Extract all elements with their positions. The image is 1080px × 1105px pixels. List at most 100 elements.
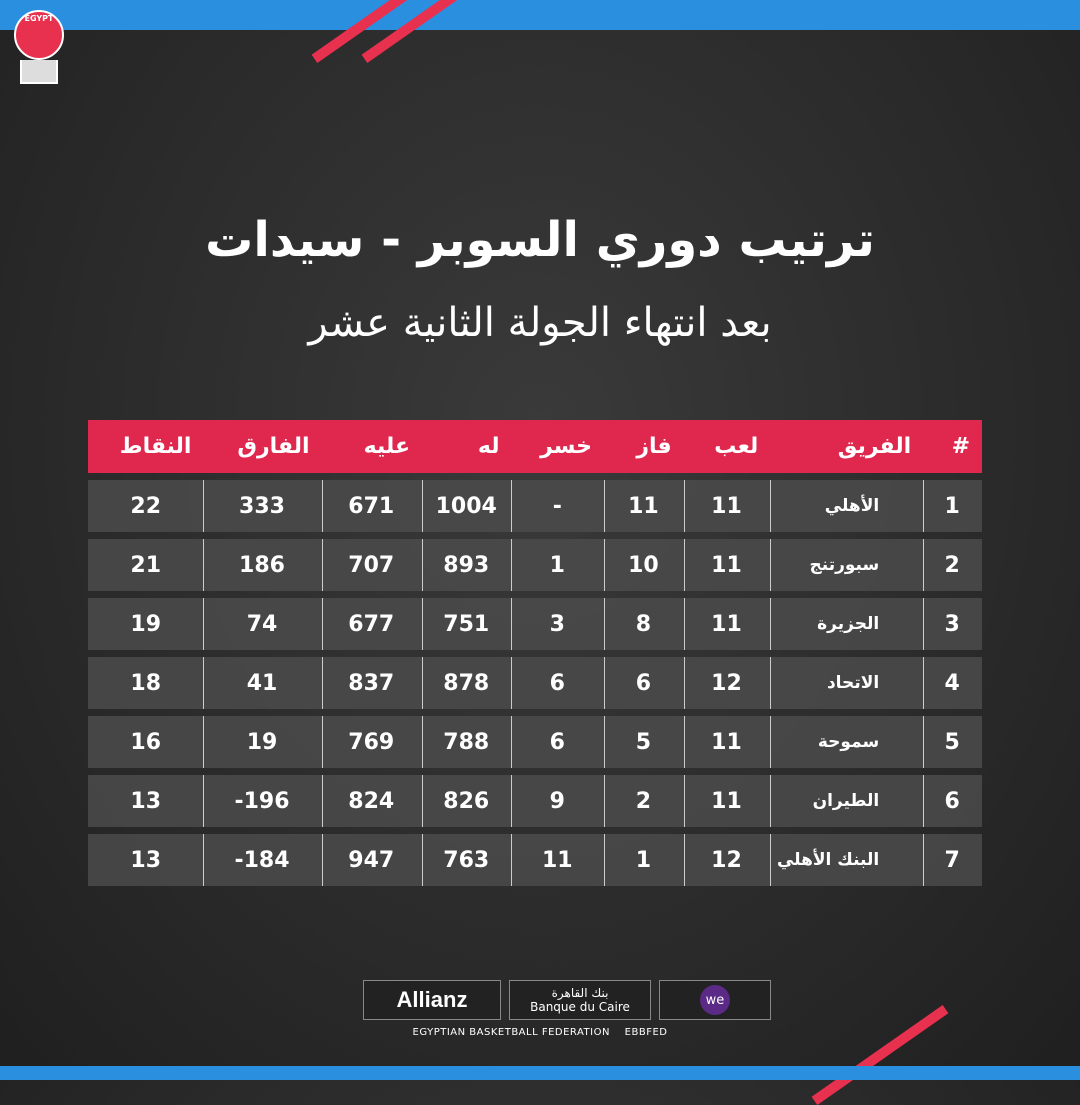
team-cell: سموحة bbox=[770, 716, 924, 768]
number-cell: 11 bbox=[683, 775, 771, 827]
column-header: خسر bbox=[511, 420, 605, 473]
number-cell: 11 bbox=[683, 598, 771, 650]
number-cell: 769 bbox=[321, 716, 422, 768]
table-body: 1 الأهلي 11 11-1004 671 333 22 2 سبورتنج 11 10 1 893… bbox=[88, 480, 982, 886]
column-header: عليه bbox=[321, 420, 422, 473]
number-cell: 7 bbox=[923, 834, 982, 886]
sponsor-we: we bbox=[659, 980, 771, 1020]
header-row: # الفريق لعب فاز خسر له عليه الفارق النقاط bbox=[88, 420, 982, 473]
number-cell: 12 bbox=[683, 834, 771, 886]
number-cell: 6 bbox=[511, 716, 605, 768]
number-cell: 5 bbox=[923, 716, 982, 768]
federation: EGYPTIAN BASKETBALL FEDERATION bbox=[412, 1027, 610, 1038]
team-cell: الأهلي bbox=[770, 480, 924, 532]
top-bar bbox=[0, 0, 1080, 30]
number-cell: 74 bbox=[203, 598, 322, 650]
team-cell: سبورتنج bbox=[770, 539, 924, 591]
number-cell: 5 bbox=[604, 716, 684, 768]
number-cell: - bbox=[511, 480, 605, 532]
number-cell: 12 bbox=[683, 657, 771, 709]
number-cell: 826 bbox=[421, 775, 512, 827]
column-header: فاز bbox=[604, 420, 684, 473]
number-cell: 947 bbox=[321, 834, 422, 886]
number-cell: 893 bbox=[421, 539, 512, 591]
sponsor-banque: بنك القاهرة Banque du Caire bbox=[509, 980, 651, 1020]
number-cell: 707 bbox=[321, 539, 422, 591]
number-cell: 22 bbox=[88, 480, 204, 532]
number-cell: 9 bbox=[511, 775, 605, 827]
team-cell: البنك الأهلي bbox=[770, 834, 924, 886]
number-cell: 824 bbox=[321, 775, 422, 827]
title: ترتيب دوري السوبر - سيدات bbox=[205, 212, 875, 268]
we-logo: we bbox=[700, 985, 730, 1015]
number-cell: 837 bbox=[321, 657, 422, 709]
number-cell: 1 bbox=[511, 539, 605, 591]
number-cell: 677 bbox=[321, 598, 422, 650]
subtitle: بعد انتهاء الجولة الثانية عشر bbox=[308, 300, 772, 346]
number-cell: 8 bbox=[604, 598, 684, 650]
logo-net bbox=[20, 60, 58, 84]
column-header: الفارق bbox=[203, 420, 322, 473]
handle: EBBFED bbox=[624, 1027, 668, 1038]
number-cell: 13 bbox=[88, 834, 204, 886]
number-cell: 878 bbox=[421, 657, 512, 709]
number-cell: 3 bbox=[923, 598, 982, 650]
number-cell: 11 bbox=[683, 539, 771, 591]
number-cell: 13 bbox=[88, 775, 204, 827]
number-cell: 11 bbox=[683, 716, 771, 768]
bottom-bar bbox=[0, 1066, 1080, 1080]
sponsors: Allianz بنك القاهرة Banque du Caire we bbox=[363, 980, 771, 1020]
number-cell: 186 bbox=[203, 539, 322, 591]
number-cell: 1 bbox=[923, 480, 982, 532]
number-cell: 333 bbox=[203, 480, 322, 532]
number-cell: 2 bbox=[604, 775, 684, 827]
table-row: 5 سموحة 11 5 6 788 769 19 16 bbox=[88, 716, 982, 768]
table-row: 7 البنك الأهلي 12 1 11 763 947 -184 13 bbox=[88, 834, 982, 886]
number-cell: -196 bbox=[203, 775, 322, 827]
number-cell: 19 bbox=[203, 716, 322, 768]
banque-ar: بنك القاهرة bbox=[551, 986, 609, 1000]
team-cell: الجزيرة bbox=[770, 598, 924, 650]
sponsor-allianz: Allianz bbox=[363, 980, 501, 1020]
column-header: الفريق bbox=[770, 420, 924, 473]
table-row: 4 الاتحاد 12 6 6 878 837 41 18 bbox=[88, 657, 982, 709]
banque-en: Banque du Caire bbox=[530, 1000, 630, 1014]
number-cell: 1 bbox=[604, 834, 684, 886]
footer: EGYPTIAN BASKETBALL FEDERATION EBBFED bbox=[0, 1027, 1080, 1038]
standings-table: # الفريق لعب فاز خسر له عليه الفارق النقاط 1 الأه… bbox=[88, 413, 982, 893]
number-cell: 788 bbox=[421, 716, 512, 768]
number-cell: 3 bbox=[511, 598, 605, 650]
column-header: لعب bbox=[683, 420, 771, 473]
stripe bbox=[811, 1005, 949, 1105]
number-cell: 11 bbox=[604, 480, 684, 532]
number-cell: 4 bbox=[923, 657, 982, 709]
table-row: 3 الجزيرة 11 8 3 751 677 74 19 bbox=[88, 598, 982, 650]
logo-text: EGYPT bbox=[14, 10, 64, 60]
number-cell: 2 bbox=[923, 539, 982, 591]
number-cell: 751 bbox=[421, 598, 512, 650]
number-cell: 6 bbox=[511, 657, 605, 709]
number-cell: 11 bbox=[511, 834, 605, 886]
column-header: له bbox=[421, 420, 512, 473]
number-cell: 6 bbox=[923, 775, 982, 827]
number-cell: 21 bbox=[88, 539, 204, 591]
team-cell: الاتحاد bbox=[770, 657, 924, 709]
column-header: النقاط bbox=[88, 420, 204, 473]
number-cell: -184 bbox=[203, 834, 322, 886]
number-cell: 11 bbox=[683, 480, 771, 532]
logo: EGYPT bbox=[14, 10, 64, 84]
table-row: 2 سبورتنج 11 10 1 893 707 186 21 bbox=[88, 539, 982, 591]
number-cell: 19 bbox=[88, 598, 204, 650]
number-cell: 10 bbox=[604, 539, 684, 591]
number-cell: 18 bbox=[88, 657, 204, 709]
number-cell: 41 bbox=[203, 657, 322, 709]
column-header: # bbox=[923, 420, 982, 473]
team-cell: الطيران bbox=[770, 775, 924, 827]
number-cell: 763 bbox=[421, 834, 512, 886]
table-row: 1 الأهلي 11 11-1004 671 333 22 bbox=[88, 480, 982, 532]
number-cell: 1004 bbox=[421, 480, 512, 532]
number-cell: 16 bbox=[88, 716, 204, 768]
number-cell: 671 bbox=[321, 480, 422, 532]
table-row: 6 الطيران 11 2 9 826 824 -196 13 bbox=[88, 775, 982, 827]
